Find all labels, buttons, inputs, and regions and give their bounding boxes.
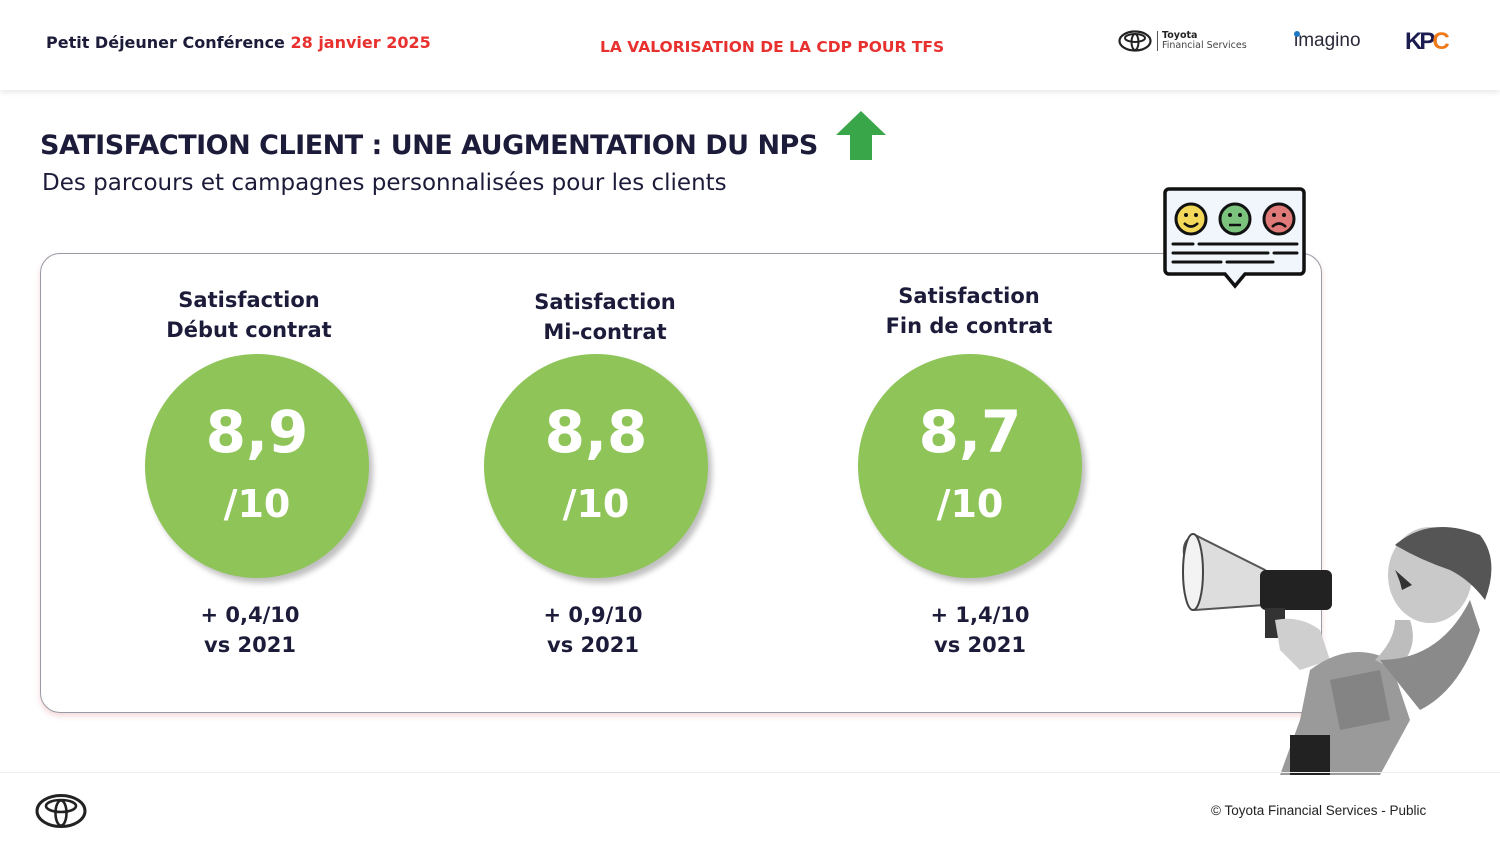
delta-debut-contrat: + 0,4/10 vs 2021 <box>150 600 350 660</box>
event-name: Petit Déjeuner Conférence <box>46 33 285 52</box>
delta-fin-de-contrat: + 1,4/10 vs 2021 <box>880 600 1080 660</box>
toyota-financial-services-logo: Toyota Financial Services <box>1118 30 1247 52</box>
slide-title: SATISFACTION CLIENT : UNE AUGMENTATION D… <box>40 130 818 161</box>
presentation-topic: LA VALORISATION DE LA CDP POUR TFS <box>600 38 945 56</box>
metric-label-line1: Satisfaction <box>534 290 676 314</box>
delta-value: + 0,9/10 <box>543 603 643 627</box>
kpc-logo: KPC <box>1405 28 1450 55</box>
header: Petit Déjeuner Conférence 28 janvier 202… <box>0 0 1500 90</box>
feedback-smileys-icon <box>1163 187 1306 289</box>
score-scale: /10 <box>223 482 291 526</box>
toyota-emblem-icon <box>1118 30 1152 52</box>
toyota-emblem-icon <box>35 794 87 828</box>
event-title: Petit Déjeuner Conférence 28 janvier 202… <box>46 33 431 52</box>
delta-value: + 1,4/10 <box>930 603 1030 627</box>
score-value: 8,7 <box>918 398 1022 466</box>
tfs-logo-line1: Toyota <box>1162 30 1198 41</box>
metric-label-line1: Satisfaction <box>178 288 320 312</box>
metric-label-fin-de-contrat: Satisfaction Fin de contrat <box>819 281 1119 341</box>
imagino-logo: imagino <box>1294 30 1361 52</box>
metric-label-mi-contrat: Satisfaction Mi-contrat <box>455 287 755 347</box>
score-value: 8,8 <box>544 398 648 466</box>
delta-value: + 0,4/10 <box>200 603 300 627</box>
metric-label-line2: Mi-contrat <box>543 320 667 344</box>
delta-comparison: vs 2021 <box>547 633 639 657</box>
metric-label-line2: Début contrat <box>166 318 332 342</box>
event-date: 28 janvier 2025 <box>290 33 431 52</box>
metric-label-debut-contrat: Satisfaction Début contrat <box>99 285 399 345</box>
score-value: 8,9 <box>205 398 309 466</box>
score-scale: /10 <box>936 482 1004 526</box>
delta-comparison: vs 2021 <box>934 633 1026 657</box>
up-arrow-icon <box>836 111 886 160</box>
imagino-logo-text: imagino <box>1294 30 1361 51</box>
woman-megaphone-illustration <box>1182 527 1492 775</box>
metric-label-line1: Satisfaction <box>898 284 1040 308</box>
delta-comparison: vs 2021 <box>204 633 296 657</box>
footer-divider <box>0 772 1500 773</box>
score-scale: /10 <box>562 482 630 526</box>
metric-label-line2: Fin de contrat <box>885 314 1053 338</box>
score-circle-fin-de-contrat: 8,7 /10 <box>858 354 1082 578</box>
delta-mi-contrat: + 0,9/10 vs 2021 <box>493 600 693 660</box>
slide-subtitle: Des parcours et campagnes personnalisées… <box>42 170 727 196</box>
copyright-notice: © Toyota Financial Services - Public <box>1211 803 1427 818</box>
tfs-logo-line2: Financial Services <box>1162 40 1247 51</box>
score-circle-mi-contrat: 8,8 /10 <box>484 354 708 578</box>
score-circle-debut-contrat: 8,9 /10 <box>145 354 369 578</box>
